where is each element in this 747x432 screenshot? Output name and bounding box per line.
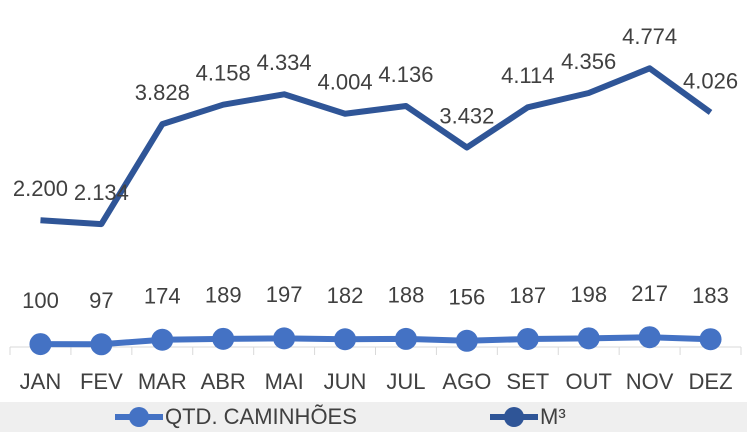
data-label: 4.334 [257,50,312,75]
x-tick-label: MAR [138,369,187,394]
data-label: 97 [89,288,113,313]
x-tick-label: DEZ [689,369,733,394]
data-label: 2.134 [74,180,129,205]
x-tick-label: AGO [442,369,491,394]
legend-label: M³ [540,404,566,429]
x-tick-label: ABR [201,369,246,394]
x-tick-label: NOV [626,369,674,394]
point [699,328,722,351]
point [273,327,296,350]
data-label: 2.200 [13,176,68,201]
data-label: 4.158 [196,60,251,85]
point [334,328,357,351]
data-label: 4.774 [622,24,677,49]
data-label: 174 [144,284,181,309]
point [638,326,661,349]
legend-marker [504,407,524,427]
series-line [40,334,711,348]
x-tick-label: JAN [20,369,62,394]
data-label: 4.026 [683,68,738,93]
data-label: 187 [509,283,546,308]
data-label: 4.356 [561,49,616,74]
data-label: 217 [631,281,668,306]
point [577,327,600,350]
data-label: 197 [266,282,303,307]
point [455,329,478,352]
data-label: 188 [388,283,425,308]
legend-band [0,402,747,432]
legend-marker [129,407,149,427]
series-line [40,65,713,228]
point [29,333,52,356]
point [394,327,417,350]
data-label: 3.432 [439,103,494,128]
point [151,328,174,351]
data-label: 182 [327,283,364,308]
data-label: 4.114 [501,63,554,88]
data-label: 189 [205,283,242,308]
legend-label: QTD. CAMINHÕES [165,404,357,429]
x-tick-label: JUN [324,369,367,394]
data-label: 100 [22,288,59,313]
point [212,327,235,350]
data-label: 4.136 [378,62,433,87]
x-tick-label: OUT [565,369,611,394]
data-label: 198 [570,282,607,307]
data-label: 183 [692,283,729,308]
x-tick-label: SET [506,369,549,394]
data-label: 156 [449,285,486,310]
point [516,327,539,350]
data-label: 4.004 [318,70,373,95]
x-tick-label: FEV [80,369,123,394]
x-tick-label: MAI [265,369,304,394]
data-label: 3.828 [135,80,190,105]
point [90,333,113,356]
x-tick-label: JUL [386,369,425,394]
